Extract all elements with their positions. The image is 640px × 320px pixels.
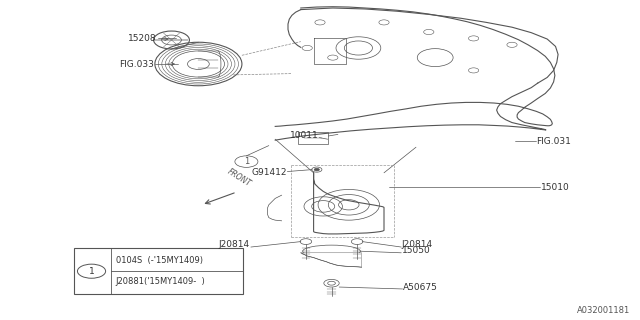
Text: 1: 1 bbox=[244, 157, 249, 166]
Text: 10011: 10011 bbox=[290, 131, 319, 140]
Text: FIG.033: FIG.033 bbox=[119, 60, 154, 68]
FancyBboxPatch shape bbox=[298, 132, 328, 144]
Text: 15208: 15208 bbox=[128, 34, 157, 43]
Polygon shape bbox=[301, 253, 362, 267]
Text: J20881('15MY1409-  ): J20881('15MY1409- ) bbox=[116, 277, 205, 286]
Text: 0104S  (-'15MY1409): 0104S (-'15MY1409) bbox=[116, 256, 203, 265]
FancyBboxPatch shape bbox=[74, 248, 243, 294]
Text: J20814: J20814 bbox=[402, 240, 433, 249]
Text: 15010: 15010 bbox=[541, 183, 570, 192]
Text: 15050: 15050 bbox=[402, 246, 431, 255]
Text: G91412: G91412 bbox=[252, 168, 287, 177]
Text: A50675: A50675 bbox=[403, 283, 438, 292]
Text: J20814: J20814 bbox=[218, 240, 250, 249]
Circle shape bbox=[314, 168, 319, 171]
Text: A032001181: A032001181 bbox=[577, 306, 630, 315]
Text: FIG.031: FIG.031 bbox=[536, 137, 571, 146]
Text: 1: 1 bbox=[89, 267, 94, 276]
Text: FRONT: FRONT bbox=[225, 167, 252, 189]
